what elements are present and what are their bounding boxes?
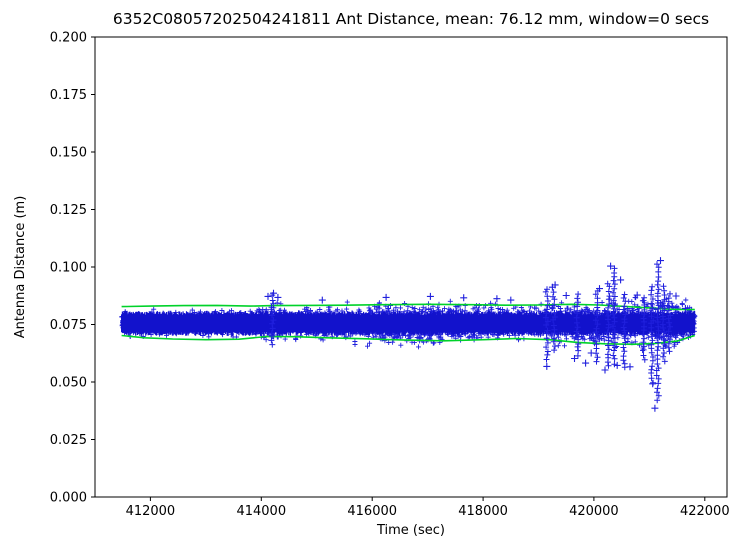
lower-envelope-line [121,334,696,346]
y-tick-label: 0.175 [50,88,87,103]
x-tick-label: 422000 [680,504,730,519]
spike-markers [268,261,674,404]
y-tick-label: 0.025 [50,433,87,448]
tick-layer: 412000 414000 416000 418000 420000 422000 0.00… [50,31,730,520]
x-tick-label: 414000 [236,504,286,519]
band-core [121,310,696,336]
outlier-markers [264,257,689,412]
x-tick-label: 418000 [458,504,508,519]
y-axis-label: Antenna Distance (m) [13,196,28,339]
plot-area [95,37,727,497]
x-tick-label: 412000 [126,504,176,519]
y-tick-label: 0.100 [50,261,87,276]
y-tick-label: 0.125 [50,203,87,218]
y-tick-label: 0.000 [50,491,87,506]
y-tick-label: 0.150 [50,146,87,161]
axis-ticks [91,36,706,501]
y-tick-label: 0.200 [50,31,87,46]
x-axis-label: Time (sec) [376,523,445,538]
y-tick-label: 0.075 [50,318,87,333]
x-tick-label: 416000 [347,504,397,519]
y-tick-label: 0.050 [50,376,87,391]
chart-title: 6352C08057202504241811 Ant Distance, mea… [113,10,709,28]
x-tick-label: 420000 [569,504,619,519]
plot-content [119,257,698,412]
